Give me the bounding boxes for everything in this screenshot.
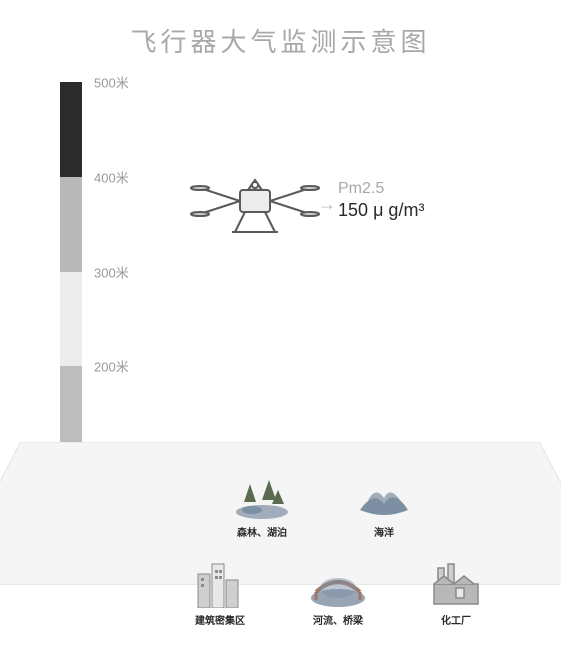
scale-tick-label: 200米 (94, 357, 129, 376)
terrain-row-1: 森林、湖泊 海洋 (220, 470, 426, 539)
terrain-item-buildings: 建筑密集区 (178, 558, 262, 627)
scale-segment (60, 82, 82, 177)
ocean-icon (354, 470, 414, 520)
page-title: 飞行器大气监测示意图 (0, 0, 561, 59)
sensor-reading: Pm2.5 150 μ g/m³ (338, 180, 424, 221)
pollutant-value-unit: μ g/m³ (373, 200, 424, 220)
pollutant-value-number: 150 (338, 200, 368, 220)
terrain-label: 海洋 (374, 524, 394, 539)
arrow-icon: → (318, 194, 336, 215)
buildings-icon (190, 558, 250, 608)
terrain-label: 森林、湖泊 (237, 524, 287, 539)
pollutant-value: 150 μ g/m³ (338, 200, 424, 221)
scale-tick-label: 400米 (94, 167, 129, 186)
terrain-row-2: 建筑密集区 河流、桥梁 化工厂 (178, 558, 498, 627)
chem-plant-icon (426, 558, 486, 608)
scale-tick-label: 300米 (94, 262, 129, 281)
terrain-item-river-bridge: 河流、桥梁 (296, 558, 380, 627)
scale-segment (60, 177, 82, 272)
forest-lake-icon (232, 470, 292, 520)
drone-icon (190, 170, 320, 250)
terrain-label: 河流、桥梁 (313, 612, 363, 627)
scale-segment (60, 272, 82, 367)
terrain-item-forest-lake: 森林、湖泊 (220, 470, 304, 539)
terrain-item-ocean: 海洋 (342, 470, 426, 539)
terrain-label: 建筑密集区 (195, 612, 245, 627)
pollutant-label: Pm2.5 (338, 180, 424, 198)
chart-area: 500米400米300米200米100米0米 → Pm2.5 (60, 72, 520, 632)
river-bridge-icon (308, 558, 368, 608)
terrain-item-chem-plant: 化工厂 (414, 558, 498, 627)
scale-tick-label: 500米 (94, 73, 129, 92)
terrain-label: 化工厂 (441, 612, 471, 627)
